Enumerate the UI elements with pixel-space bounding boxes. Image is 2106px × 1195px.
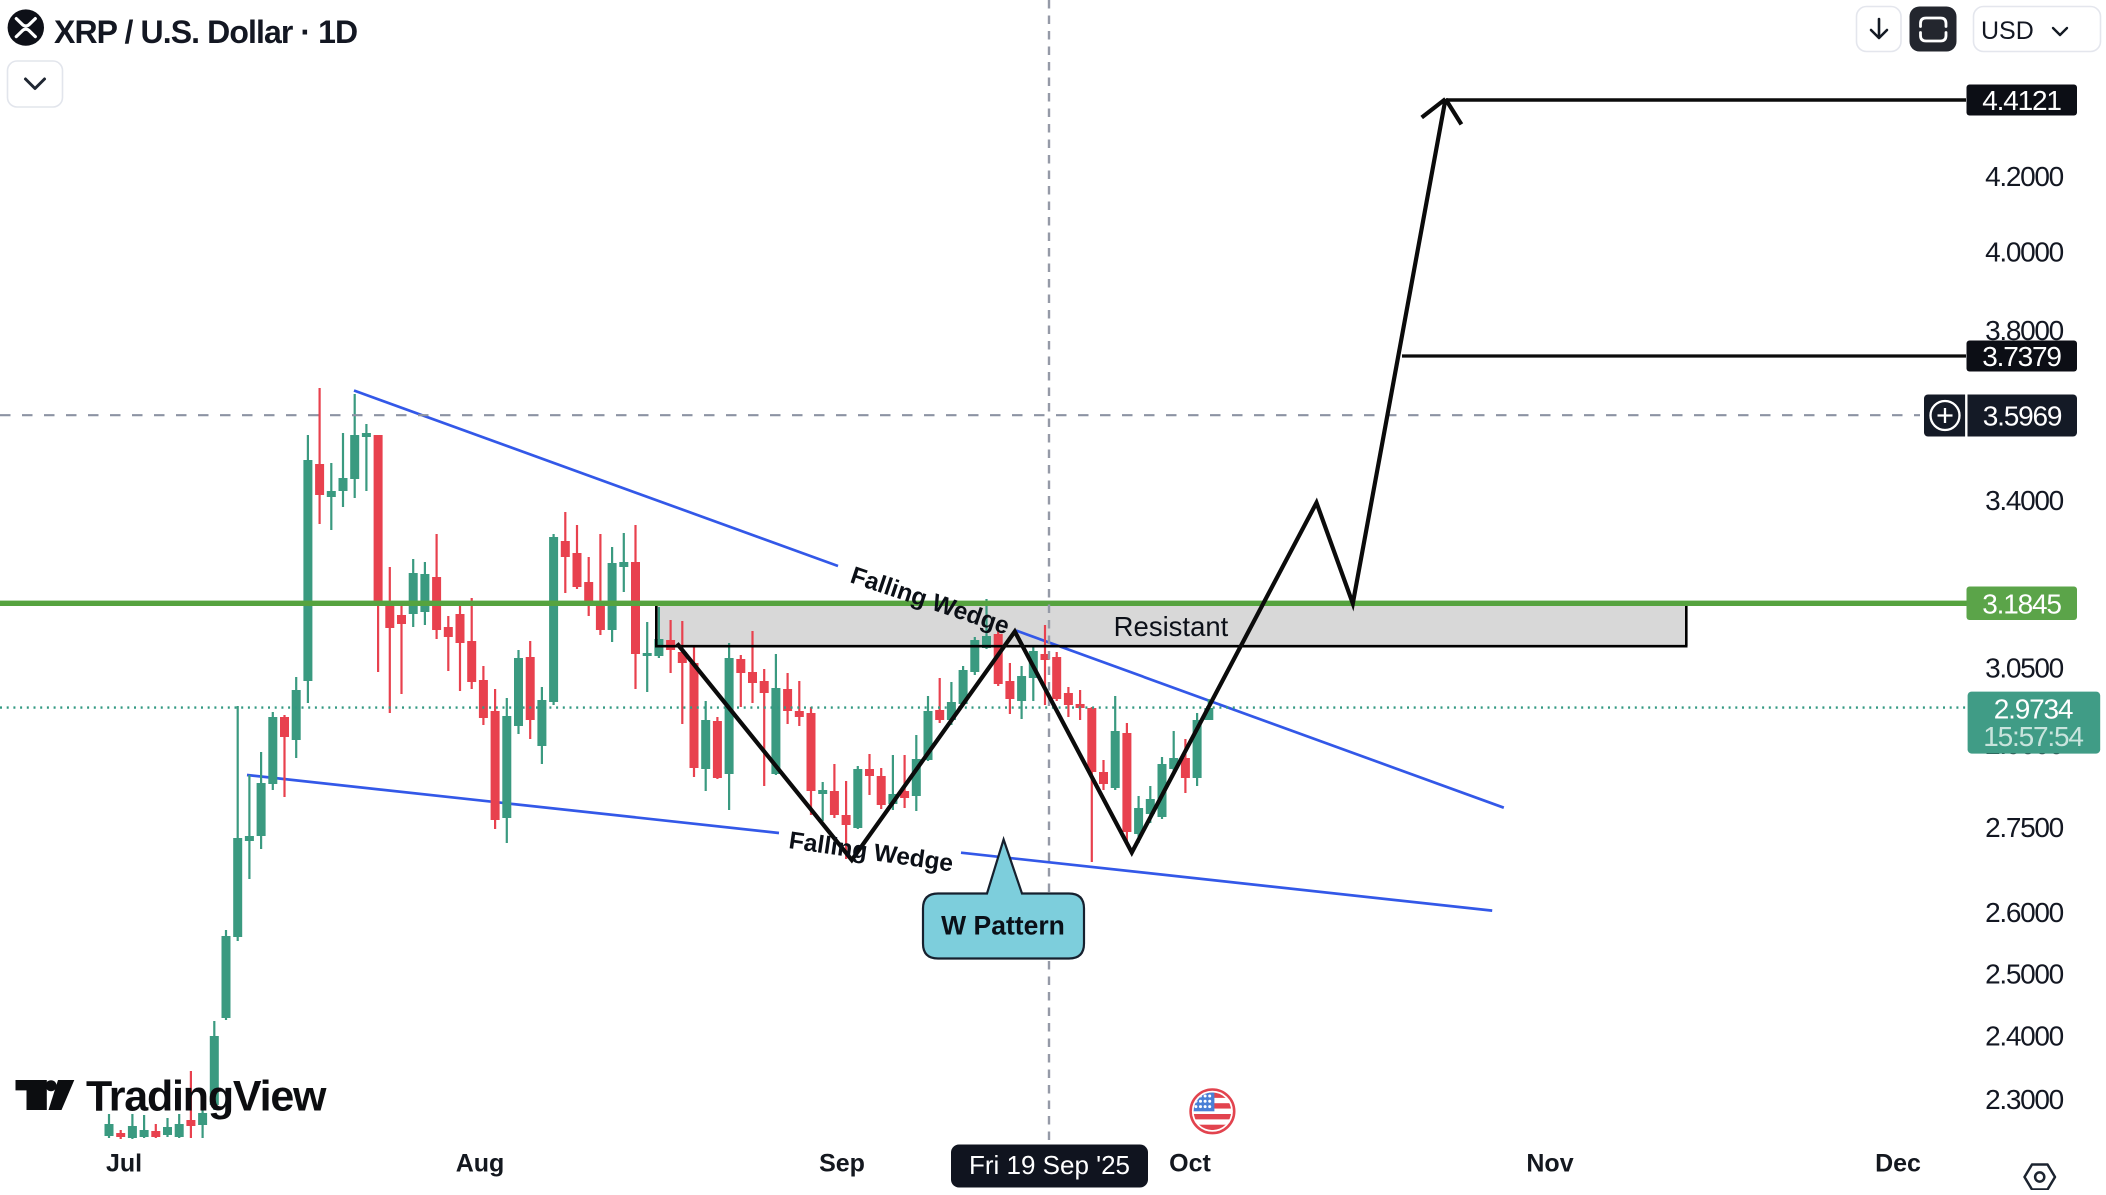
svg-text:XRP / U.S. Dollar · 1D: XRP / U.S. Dollar · 1D [54, 14, 357, 50]
svg-text:2.7500: 2.7500 [1985, 812, 2064, 843]
svg-text:15:57:54: 15:57:54 [1983, 721, 2083, 752]
svg-text:3.7379: 3.7379 [1982, 341, 2061, 372]
svg-text:2.9734: 2.9734 [1994, 694, 2073, 725]
svg-text:2.4000: 2.4000 [1985, 1021, 2064, 1052]
svg-text:3.4000: 3.4000 [1985, 485, 2064, 516]
svg-text:4.2000: 4.2000 [1985, 161, 2064, 192]
svg-text:2.3000: 2.3000 [1985, 1084, 2064, 1115]
svg-text:Jul: Jul [106, 1150, 142, 1178]
svg-text:Aug: Aug [456, 1150, 505, 1178]
svg-text:4.0000: 4.0000 [1985, 236, 2064, 267]
svg-text:3.1845: 3.1845 [1982, 589, 2061, 620]
svg-text:Nov: Nov [1526, 1150, 1573, 1178]
svg-text:2.5000: 2.5000 [1985, 959, 2064, 990]
svg-text:Resistant: Resistant [1114, 611, 1229, 642]
svg-text:4.4121: 4.4121 [1982, 85, 2061, 116]
svg-text:USD: USD [1981, 17, 2034, 45]
svg-text:W Pattern: W Pattern [941, 911, 1065, 941]
svg-text:2.6000: 2.6000 [1985, 897, 2064, 928]
svg-text:TradingView: TradingView [86, 1073, 327, 1121]
svg-text:Fri 19 Sep '25: Fri 19 Sep '25 [969, 1150, 1130, 1180]
svg-text:Sep: Sep [819, 1150, 865, 1178]
svg-text:3.0500: 3.0500 [1985, 653, 2064, 684]
svg-text:Oct: Oct [1169, 1150, 1211, 1178]
svg-text:Dec: Dec [1875, 1150, 1921, 1178]
svg-text:3.5969: 3.5969 [1983, 401, 2062, 432]
